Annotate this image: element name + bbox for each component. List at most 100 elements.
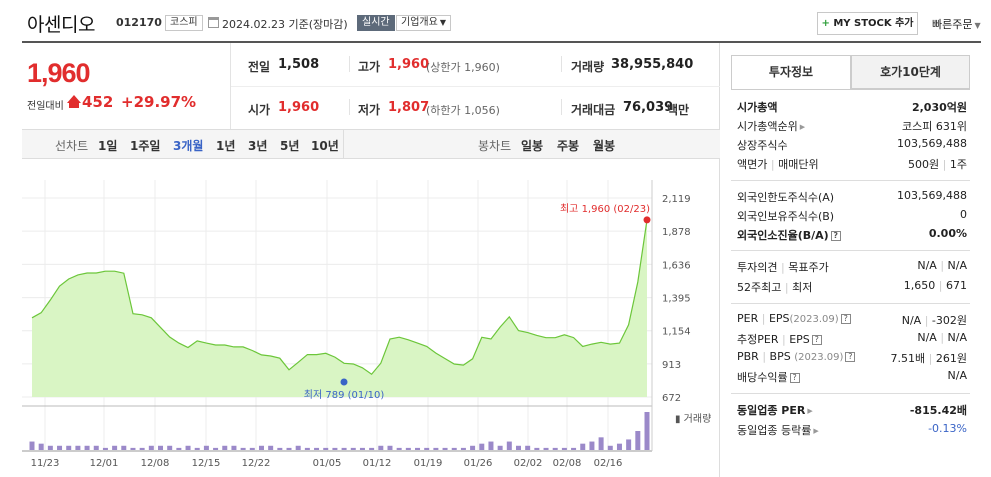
- eps-label: EPS: [768, 312, 790, 325]
- volume-bar: [497, 445, 503, 450]
- separator: |: [938, 279, 943, 292]
- volume-bar: [167, 445, 173, 450]
- volume-bar: [185, 445, 191, 450]
- separator: |: [942, 158, 947, 171]
- volume-bar: [552, 447, 558, 450]
- price-change-pct: +29.97%: [121, 93, 197, 111]
- volume-bar: [626, 439, 632, 450]
- bps-date: (2023.09): [794, 352, 844, 363]
- x-tick-label: 12/08: [141, 458, 170, 469]
- add-mystock-button[interactable]: + MY STOCK 추가: [817, 12, 918, 35]
- opinion-row: 투자의견 | 목표주가 N/A | N/A: [737, 259, 967, 277]
- volume-bar: [543, 447, 549, 450]
- price-area: [32, 219, 647, 397]
- target-label: 목표주가: [788, 261, 829, 274]
- volume-bar: [148, 445, 154, 450]
- tab-10y[interactable]: 10년: [311, 139, 339, 153]
- tab-monthly[interactable]: 월봉: [593, 139, 616, 153]
- separator: |: [928, 352, 933, 365]
- x-tick-label: 01/26: [464, 458, 493, 469]
- help-icon[interactable]: ?: [845, 352, 856, 362]
- volume-bar: [534, 447, 540, 450]
- help-icon[interactable]: ?: [811, 335, 822, 345]
- tab-weekly[interactable]: 주봉: [557, 139, 580, 153]
- prev-close-value: 1,508: [278, 57, 320, 72]
- est-per-value: N/A: [917, 331, 937, 344]
- divider: [343, 129, 344, 159]
- volume-bar: [350, 447, 356, 450]
- tab-daily[interactable]: 일봉: [521, 139, 544, 153]
- divider: [731, 180, 970, 181]
- y-tick-label: 1,878: [662, 227, 691, 238]
- pbr-label: PBR: [737, 350, 759, 363]
- triangle-right-icon[interactable]: ▶: [807, 407, 813, 415]
- low-label: 저가: [358, 103, 381, 117]
- volume-bar: [616, 443, 622, 450]
- industry-rate-value: -0.13%: [928, 422, 967, 435]
- price-chart[interactable]: 2,119 1,878 1,636 1,395 1,154 913 672 11/23 12/…: [0, 0, 720, 477]
- divider: [731, 250, 970, 251]
- foreign-limit-label: 외국인한도주식수(A): [737, 191, 835, 204]
- separator: |: [781, 333, 786, 346]
- divider: [231, 86, 720, 87]
- separator: |: [762, 350, 767, 363]
- volume-bar: [525, 445, 531, 450]
- volume-bar: [314, 447, 320, 450]
- tab-1d[interactable]: 1일: [98, 139, 118, 153]
- x-tick-label: 02/16: [594, 458, 623, 469]
- tab-3m[interactable]: 3개월: [173, 139, 204, 153]
- quick-order-button[interactable]: 빠른주문 ▼: [932, 16, 981, 32]
- volume-bar: [396, 447, 402, 450]
- x-tick-label: 12/15: [192, 458, 221, 469]
- triangle-right-icon[interactable]: ▶: [799, 123, 806, 131]
- rank-label: 시가총액순위: [737, 120, 798, 133]
- par-row: 액면가 | 매매단위 500원 | 1주: [737, 156, 967, 174]
- industry-per-label: 동일업종 PER: [737, 404, 806, 417]
- amount-unit: 백만: [667, 103, 690, 117]
- current-price: 1,960: [27, 58, 91, 88]
- divider: [561, 56, 562, 72]
- realtime-badge[interactable]: 실시간: [357, 15, 395, 31]
- help-icon[interactable]: ?: [840, 314, 851, 324]
- per-row: PER | EPS(2023.09)? N/A | -302원: [737, 312, 967, 330]
- pbr-value: 7.51배: [890, 352, 926, 365]
- volume-bar: [369, 447, 375, 450]
- volume-bar: [415, 447, 421, 450]
- par-label: 액면가: [737, 158, 768, 171]
- volume-bar: [479, 443, 485, 450]
- week52-row: 52주최고 | 최저 1,650 | 671: [737, 279, 967, 297]
- shares-row: 상장주식수 103,569,488: [737, 137, 967, 155]
- volume-bar: [277, 447, 283, 450]
- volume-bar: [139, 447, 145, 450]
- volume-bar: [268, 445, 274, 450]
- foreign-hold-label: 외국인보유주식수(B): [737, 210, 835, 223]
- tab-investment-info[interactable]: 투자정보: [731, 55, 851, 89]
- open-value: 1,960: [278, 100, 320, 115]
- tab-1w[interactable]: 1주일: [130, 139, 161, 153]
- volume-bar: [213, 447, 219, 450]
- tab-orderbook[interactable]: 호가10단계: [851, 55, 970, 89]
- volume-bar: [29, 441, 35, 450]
- low-value: 1,807: [388, 100, 430, 115]
- tab-3y[interactable]: 3년: [248, 139, 268, 153]
- tab-5y[interactable]: 5년: [280, 139, 300, 153]
- shares-value: 103,569,488: [897, 137, 967, 150]
- separator: |: [784, 281, 789, 294]
- tab-1y[interactable]: 1년: [216, 139, 236, 153]
- amount-label: 거래대금: [571, 103, 616, 117]
- volume-bar: [102, 447, 108, 450]
- week52-low-label: 최저: [792, 281, 813, 294]
- pbr-row: PBR | BPS (2023.09)? 7.51배 | 261원: [737, 350, 967, 368]
- eps-value: -302원: [931, 314, 967, 327]
- separator: |: [770, 158, 775, 171]
- company-info-dropdown[interactable]: 기업개요 ▼: [396, 15, 451, 31]
- x-tick-label: 02/08: [553, 458, 582, 469]
- volume-bar: [332, 447, 338, 450]
- triangle-right-icon[interactable]: ▶: [813, 427, 819, 435]
- week52-low-value: 671: [946, 279, 967, 292]
- help-icon[interactable]: ?: [830, 231, 841, 241]
- help-icon[interactable]: ?: [789, 373, 800, 383]
- foreign-ratio-row: 외국인소진율(B/A)? 0.00%: [737, 227, 967, 245]
- high-value: 1,960: [388, 57, 430, 72]
- volume-bar: [387, 445, 393, 450]
